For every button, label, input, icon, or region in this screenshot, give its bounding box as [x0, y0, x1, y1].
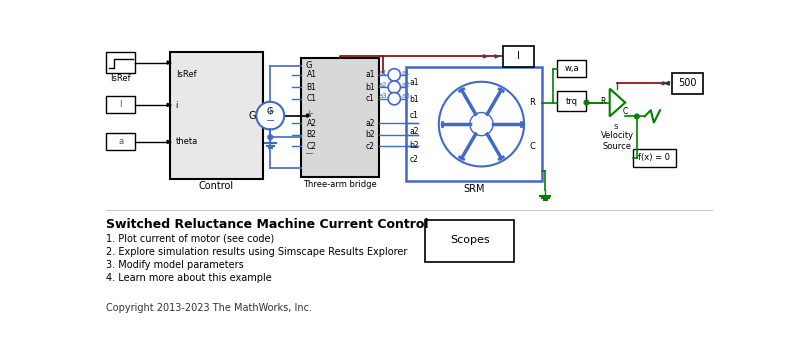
Bar — [106, 52, 136, 73]
Text: IsRef: IsRef — [176, 70, 196, 79]
Text: 500: 500 — [678, 78, 697, 88]
Text: Switched Reluctance Machine Current Control: Switched Reluctance Machine Current Cont… — [106, 218, 429, 231]
Polygon shape — [610, 89, 625, 116]
Text: I: I — [517, 51, 519, 61]
Text: c1: c1 — [409, 111, 419, 120]
Polygon shape — [167, 103, 171, 107]
Text: a2: a2 — [401, 82, 410, 88]
Text: b1: b1 — [409, 95, 420, 104]
Text: Three-arm bridge: Three-arm bridge — [303, 181, 377, 189]
Text: a1: a1 — [378, 69, 387, 75]
Text: a1: a1 — [365, 70, 375, 79]
Text: +: + — [266, 107, 275, 117]
Polygon shape — [665, 81, 670, 85]
Text: A2: A2 — [306, 119, 317, 128]
Text: G: G — [305, 61, 312, 70]
Text: R: R — [600, 97, 606, 105]
Circle shape — [388, 81, 401, 93]
Circle shape — [388, 69, 401, 81]
Text: A1: A1 — [306, 70, 317, 79]
Polygon shape — [167, 140, 171, 143]
Text: R: R — [529, 98, 535, 107]
Text: a2: a2 — [365, 119, 375, 128]
Text: a1: a1 — [409, 78, 419, 87]
Text: B2: B2 — [306, 130, 317, 139]
Bar — [633, 149, 676, 167]
Text: +: + — [305, 109, 314, 119]
Circle shape — [268, 135, 273, 139]
Bar — [425, 219, 515, 262]
Text: C2: C2 — [306, 142, 317, 151]
Bar — [503, 46, 534, 67]
Text: −: − — [266, 116, 275, 126]
Text: w,a: w,a — [564, 64, 579, 73]
Text: C: C — [623, 107, 628, 116]
Text: G: G — [267, 107, 273, 115]
Text: a2: a2 — [378, 82, 387, 88]
Text: 4. Learn more about this example: 4. Learn more about this example — [106, 273, 271, 283]
Text: SRM: SRM — [463, 184, 484, 194]
Text: 2. Explore simulation results using Simscape Results Explorer: 2. Explore simulation results using Sims… — [106, 246, 407, 257]
Bar — [106, 96, 136, 113]
Text: b1: b1 — [365, 82, 375, 92]
Bar — [557, 91, 587, 111]
Text: C1: C1 — [306, 94, 317, 103]
Text: b2: b2 — [365, 130, 375, 139]
Text: Control: Control — [199, 182, 234, 192]
Text: a3: a3 — [401, 93, 410, 99]
Circle shape — [439, 82, 524, 166]
Polygon shape — [484, 55, 488, 58]
Circle shape — [584, 100, 589, 105]
Circle shape — [470, 113, 493, 136]
Circle shape — [388, 92, 401, 105]
Text: c2: c2 — [409, 155, 419, 164]
Text: 1. Plot current of motor (see code): 1. Plot current of motor (see code) — [106, 233, 275, 244]
Circle shape — [256, 102, 284, 130]
Polygon shape — [306, 114, 310, 117]
Text: G: G — [249, 111, 256, 121]
Text: f(x) = 0: f(x) = 0 — [638, 154, 670, 162]
Circle shape — [634, 114, 639, 119]
Text: S: S — [613, 124, 618, 130]
Polygon shape — [660, 82, 664, 85]
Text: a1: a1 — [401, 69, 410, 75]
Polygon shape — [495, 55, 499, 58]
Polygon shape — [167, 61, 171, 64]
Text: Copyright 2013-2023 The MathWorks, Inc.: Copyright 2013-2023 The MathWorks, Inc. — [106, 303, 312, 313]
Text: a: a — [118, 137, 123, 146]
Text: i: i — [176, 101, 178, 110]
Text: B1: B1 — [306, 82, 317, 92]
Text: IsRef: IsRef — [110, 74, 131, 83]
Text: theta: theta — [176, 137, 198, 146]
Text: −: − — [305, 149, 314, 159]
Text: a3: a3 — [378, 93, 387, 99]
Text: trq: trq — [566, 97, 578, 105]
Bar — [557, 60, 587, 77]
Text: a2: a2 — [409, 127, 419, 136]
Text: C: C — [529, 142, 535, 151]
Bar — [406, 67, 542, 181]
Text: Scopes: Scopes — [450, 235, 490, 245]
Text: Velocity
Source: Velocity Source — [601, 131, 634, 151]
Bar — [302, 58, 379, 177]
Bar — [672, 73, 703, 94]
Text: 3. Modify model parameters: 3. Modify model parameters — [106, 259, 243, 270]
Text: c1: c1 — [366, 94, 375, 103]
Bar — [169, 52, 263, 179]
Bar — [106, 133, 136, 150]
Text: c2: c2 — [366, 142, 375, 151]
Text: b2: b2 — [409, 141, 420, 150]
Text: I: I — [120, 100, 122, 109]
